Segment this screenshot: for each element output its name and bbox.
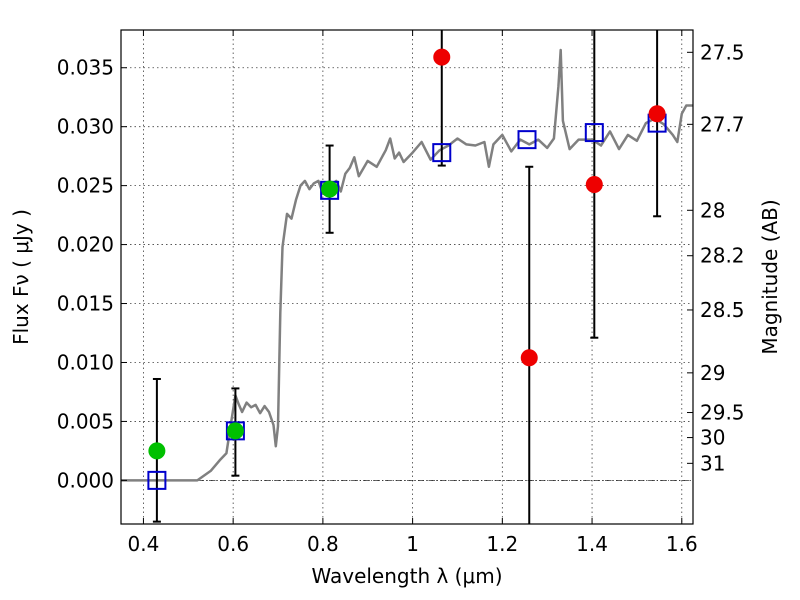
x-tick-label: 1.6 bbox=[666, 532, 698, 556]
photometry-markers bbox=[147, 48, 667, 490]
photometry-point-circle bbox=[148, 442, 166, 460]
spectrum-line bbox=[121, 48, 693, 482]
plot-frame bbox=[120, 29, 694, 525]
y-tick-label: 0.000 bbox=[57, 468, 114, 492]
model-spectrum bbox=[121, 48, 693, 482]
x-axis-label: Wavelength λ (μm) bbox=[311, 564, 502, 588]
y2-tick-label: 30 bbox=[700, 426, 725, 450]
grid bbox=[121, 30, 693, 524]
y-tick-label: 0.015 bbox=[57, 292, 114, 316]
y2-tick-label: 28.5 bbox=[700, 298, 745, 322]
x-tick-label: 0.6 bbox=[217, 532, 249, 556]
y2-tick-label: 31 bbox=[700, 451, 725, 475]
photometry-point-square bbox=[432, 143, 452, 163]
y2-tick-label: 29.5 bbox=[700, 401, 745, 425]
photometry-point-circle bbox=[321, 180, 339, 198]
y-tick-label: 0.020 bbox=[57, 233, 114, 257]
photometry-point-circle bbox=[433, 48, 451, 66]
photometry-point-circle bbox=[520, 349, 538, 367]
photometry-point-circle bbox=[648, 105, 666, 123]
x-tick-label: 1.4 bbox=[576, 532, 608, 556]
x-tick-label: 0.4 bbox=[128, 532, 160, 556]
x-tick-label: 0.8 bbox=[307, 532, 339, 556]
y2-tick-label: 29 bbox=[700, 361, 725, 385]
y2-axis-label: Magnitude (AB) bbox=[758, 199, 782, 354]
y-tick-label: 0.005 bbox=[57, 409, 114, 433]
photometry-point-circle bbox=[226, 422, 244, 440]
y2-tick-label: 27.5 bbox=[700, 40, 745, 64]
photometry-point-square bbox=[147, 470, 167, 490]
y-axis-label: Flux Fν ( μJy ) bbox=[9, 209, 33, 345]
x-axis-ticks: 0.4 0.6 0.8 1 1.2 1.4 1.6 bbox=[128, 30, 698, 556]
x-tick-label: 1.2 bbox=[486, 532, 518, 556]
y2-tick-label: 27.7 bbox=[700, 112, 745, 136]
y-tick-label: 0.030 bbox=[57, 115, 114, 139]
y2-tick-label: 28 bbox=[700, 198, 725, 222]
y-tick-label: 0.025 bbox=[57, 174, 114, 198]
photometry-point-square bbox=[584, 123, 604, 143]
x-tick-label: 1 bbox=[406, 532, 419, 556]
y-tick-label: 0.010 bbox=[57, 350, 114, 374]
photometry-point-square bbox=[517, 130, 537, 150]
y-tick-label: 0.035 bbox=[57, 56, 114, 80]
error-bars bbox=[152, 30, 662, 524]
y-axis-ticks: 0.000 0.005 0.010 0.015 0.020 0.025 0.030 0.035 bbox=[57, 56, 127, 492]
y2-tick-label: 28.2 bbox=[700, 244, 745, 268]
photometry-point-circle bbox=[585, 175, 603, 193]
